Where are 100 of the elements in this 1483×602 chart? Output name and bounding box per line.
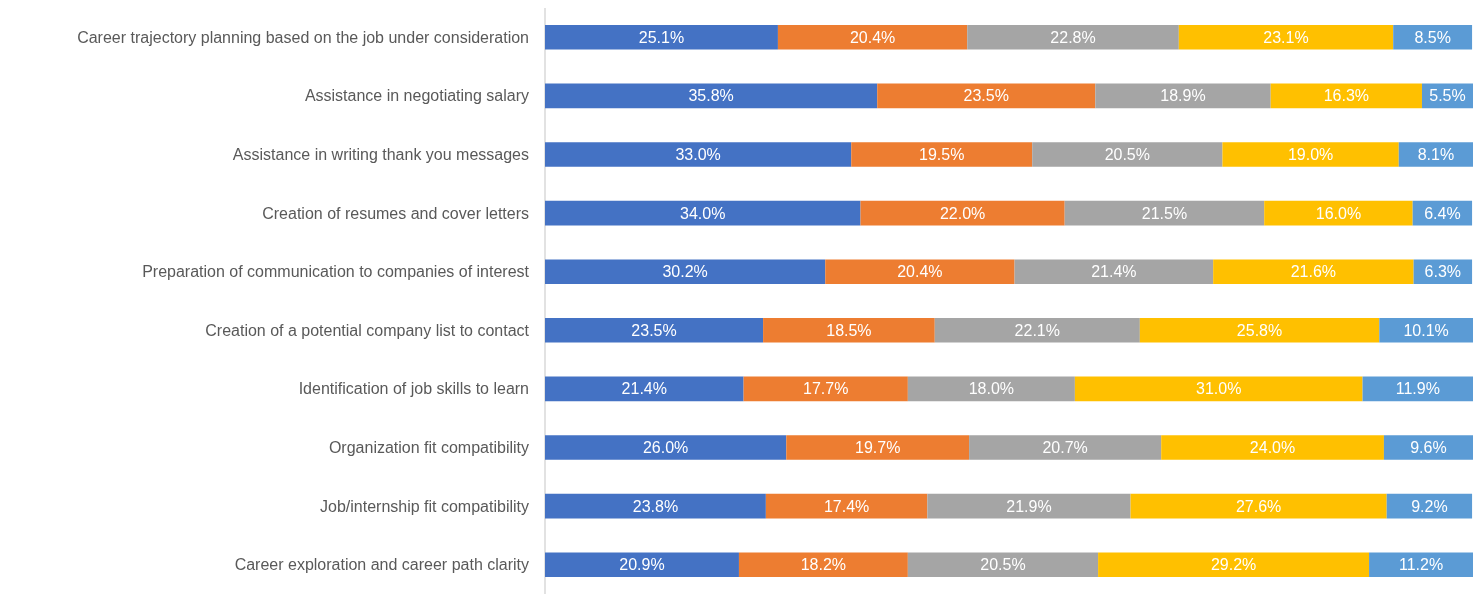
- data-label: 19.0%: [1287, 146, 1334, 163]
- y-tick-label: Organization fit compatibility: [328, 439, 529, 456]
- data-label: 16.0%: [1315, 204, 1362, 222]
- bar: [1178, 24, 1394, 50]
- data-label: 34.0%: [680, 204, 726, 222]
- bar: [545, 376, 744, 402]
- bar: [545, 435, 787, 460]
- data-label: 9.2%: [1411, 497, 1448, 515]
- y-tick-label: Assistance in negotiating salary: [304, 87, 529, 105]
- y-tick-label: Creation of a potential company list to contact: [205, 321, 530, 339]
- bar: [907, 552, 1099, 578]
- data-label: 17.7%: [803, 380, 849, 398]
- data-label: 20.4%: [897, 263, 943, 281]
- data-label: 18.9%: [1160, 87, 1206, 105]
- data-label: 9.6%: [1410, 439, 1447, 456]
- bar: [1222, 142, 1399, 167]
- y-tick-label: Career trajectory planning based on the job under consideration: [77, 28, 529, 46]
- bar: [545, 493, 766, 519]
- y-tick-label: Job/internship fit compatibility: [320, 497, 529, 515]
- bar: [545, 317, 764, 343]
- data-label: 11.9%: [1395, 380, 1440, 398]
- bar: [1264, 200, 1413, 226]
- data-label: 18.0%: [968, 380, 1015, 398]
- bar: [969, 435, 1162, 460]
- y-tick-label: Preparation of communication to companies of interest: [142, 263, 530, 281]
- bar: [1130, 493, 1387, 519]
- data-label: 21.4%: [1091, 263, 1137, 281]
- data-label: 16.3%: [1323, 87, 1370, 105]
- data-label: 22.1%: [1014, 321, 1060, 339]
- data-label: 6.4%: [1424, 204, 1461, 222]
- bar: [743, 376, 908, 402]
- data-label: 17.4%: [823, 497, 870, 515]
- bar: [545, 24, 778, 50]
- bar: [738, 552, 908, 578]
- bar: [1383, 435, 1473, 460]
- data-label: 33.0%: [675, 146, 721, 163]
- bar: [545, 83, 878, 109]
- bar: [1098, 552, 1370, 578]
- data-label: 22.0%: [939, 204, 986, 222]
- data-label: 27.6%: [1235, 497, 1282, 515]
- data-label: 26.0%: [642, 439, 689, 456]
- bar: [1379, 317, 1473, 343]
- bar: [825, 259, 1015, 285]
- bar: [1032, 142, 1223, 167]
- data-label: 31.0%: [1196, 380, 1242, 398]
- bar: [545, 259, 826, 285]
- data-label: 35.8%: [688, 87, 734, 105]
- data-label: 20.5%: [980, 556, 1026, 574]
- data-label: 5.5%: [1429, 87, 1466, 105]
- bar: [860, 200, 1065, 226]
- data-label: 23.8%: [632, 497, 679, 515]
- bar: [1095, 83, 1271, 109]
- data-label: 21.9%: [1006, 497, 1052, 515]
- y-tick-label: Creation of resumes and cover letters: [262, 204, 529, 222]
- bar: [545, 552, 739, 578]
- data-label: 19.5%: [919, 146, 965, 163]
- data-label: 6.3%: [1424, 263, 1462, 281]
- bar: [1270, 83, 1422, 109]
- data-label: 18.2%: [800, 556, 847, 574]
- data-label: 20.4%: [849, 28, 896, 46]
- bar: [934, 317, 1140, 343]
- data-label: 8.1%: [1417, 146, 1455, 163]
- data-label: 23.1%: [1263, 28, 1309, 46]
- bar: [1139, 317, 1380, 343]
- data-label: 20.5%: [1104, 146, 1151, 163]
- data-label: 21.6%: [1290, 263, 1337, 281]
- data-label: 8.5%: [1414, 28, 1451, 46]
- bar: [907, 376, 1075, 402]
- data-label: 29.2%: [1210, 556, 1257, 574]
- bar: [763, 317, 935, 343]
- data-label: 22.8%: [1050, 28, 1096, 46]
- data-label: 24.0%: [1249, 439, 1296, 456]
- bar: [545, 142, 852, 167]
- data-label: 20.9%: [619, 556, 665, 574]
- data-label: 23.5%: [963, 87, 1009, 105]
- data-label: 21.5%: [1141, 204, 1188, 222]
- bar: [851, 142, 1033, 167]
- y-tick-label: Career exploration and career path clarity: [234, 556, 529, 574]
- bar: [765, 493, 928, 519]
- data-label: 11.2%: [1398, 556, 1444, 574]
- data-label: 20.7%: [1042, 439, 1088, 456]
- data-label: 23.5%: [631, 321, 677, 339]
- data-label: 21.4%: [621, 380, 667, 398]
- data-label: 25.8%: [1236, 321, 1283, 339]
- data-label: 19.7%: [855, 439, 901, 456]
- bar: [786, 435, 970, 460]
- bar: [1074, 376, 1363, 402]
- bar: [877, 83, 1096, 109]
- bar: [1064, 200, 1265, 226]
- data-label: 30.2%: [662, 263, 708, 281]
- bar: [545, 200, 861, 226]
- bar: [1369, 552, 1473, 578]
- bar: [777, 24, 968, 50]
- bar: [927, 493, 1131, 519]
- data-label: 25.1%: [638, 28, 685, 46]
- data-label: 10.1%: [1403, 321, 1449, 339]
- data-label: 18.5%: [826, 321, 872, 339]
- bar: [1213, 259, 1414, 285]
- y-tick-label: Identification of job skills to learn: [298, 380, 529, 398]
- bar: [1014, 259, 1214, 285]
